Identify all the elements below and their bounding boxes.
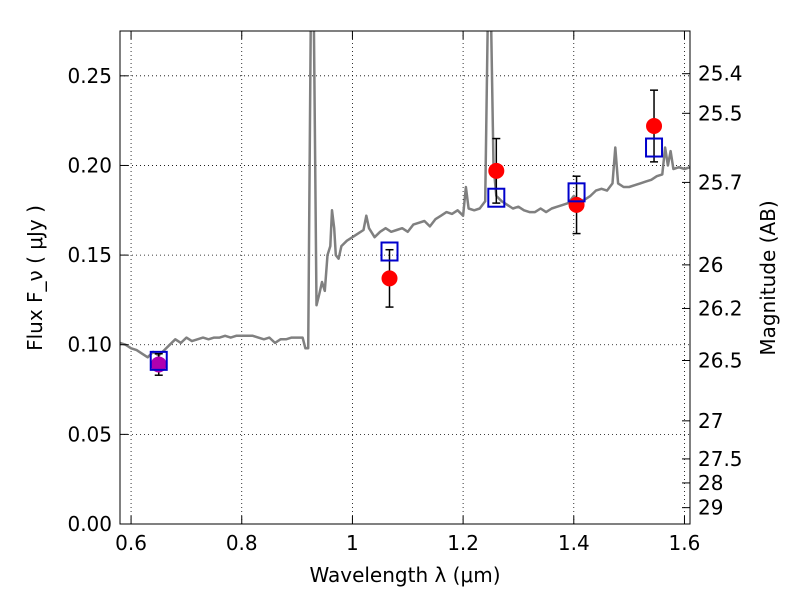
magnitude-tick-label: 25.7 [698,170,743,194]
observed-point [381,270,398,287]
observed-point [646,118,663,135]
magnitude-tick-label: 26.5 [698,349,743,373]
y-tick-label: 0.15 [67,243,112,267]
magnitude-tick-label: 28 [698,471,723,495]
y-axis-label-right: Magnitude (AB) [756,200,780,355]
x-axis-label: Wavelength λ (μm) [309,563,500,587]
model-point [567,182,586,203]
magnitude-tick-label: 29 [698,496,723,520]
magnitude-tick-label: 27 [698,409,723,433]
model-point [149,350,168,371]
x-tick-label: 0.8 [226,531,258,555]
magnitude-tick-label: 27.5 [698,447,743,471]
model-point [487,187,506,208]
magnitude-tick-label: 25.5 [698,101,743,125]
magnitude-tick-label: 26.2 [698,296,743,320]
observed-points [150,118,663,373]
x-tick-label: 0.6 [115,531,147,555]
y-tick-label: 0.20 [67,153,112,177]
grid-lines [120,31,690,525]
y-tick-label: 0.00 [67,512,112,536]
x-tick-label: 1.4 [558,531,590,555]
model-point [645,137,664,158]
model-points [149,137,664,371]
spectrum-line [120,31,690,359]
plot-frame [119,30,691,525]
axis-ticks: 0.6 0.8 1 1.2 1.4 1.6 0.00 0.05 0.10 0.15 0.20 0.25… [67,31,743,555]
magnitude-tick-label: 25.4 [698,62,743,86]
x-tick-label: 1 [346,531,359,555]
model-spectrum [120,31,690,359]
x-tick-label: 1.2 [447,531,479,555]
y-tick-label: 0.05 [67,422,112,446]
y-tick-label: 0.10 [67,333,112,357]
observed-point [568,196,585,213]
error-bars [154,89,659,376]
magnitude-tick-label: 26 [698,253,723,277]
model-point [380,241,399,262]
y-axis-label-left: Flux F_ν ( μJy ) [23,205,47,351]
y-tick-label: 0.25 [67,64,112,88]
observed-point [488,162,505,179]
x-tick-label: 1.6 [669,531,701,555]
observed-point [150,356,167,373]
